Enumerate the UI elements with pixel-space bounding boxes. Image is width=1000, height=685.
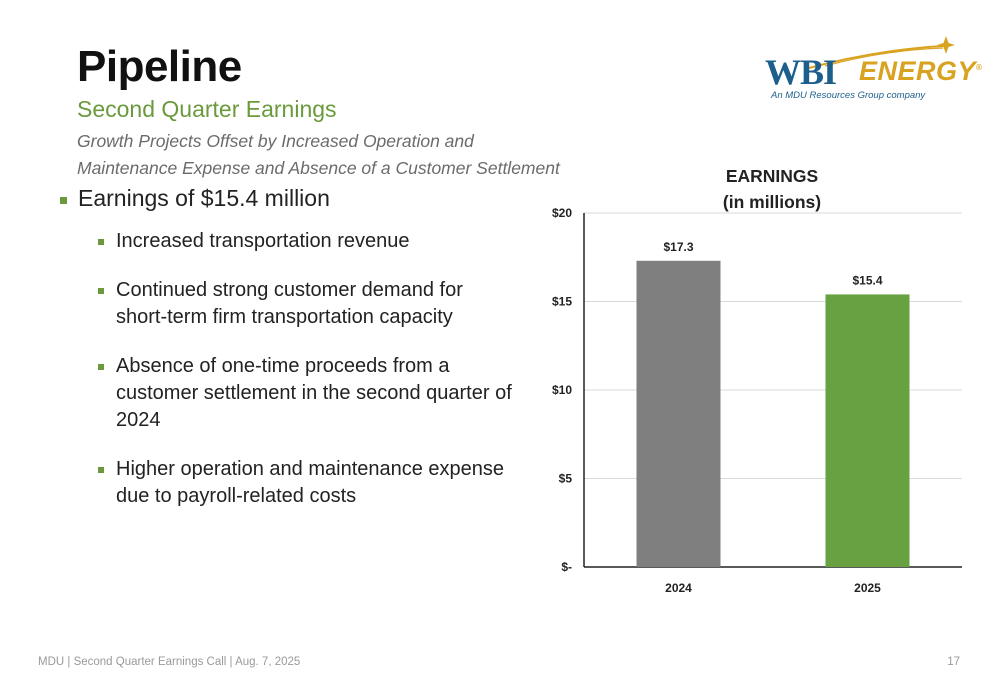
y-tick-label: $10	[552, 383, 572, 397]
sub-bullet-list: Increased transportation revenue Continu…	[98, 228, 520, 510]
sub-bullet-text: Increased transportation revenue	[116, 230, 410, 252]
tagline-line-2: Maintenance Expense and Absence of a Cus…	[77, 158, 560, 178]
x-tick-label: 2024	[665, 581, 692, 595]
page-subtitle: Second Quarter Earnings	[77, 96, 337, 122]
sub-bullet-text: due to payroll-related costs	[116, 485, 357, 507]
bar	[636, 260, 721, 567]
y-tick-label: $-	[561, 560, 572, 574]
bar-data-label: $15.4	[852, 273, 882, 287]
earnings-bar-chart: $- $5 $10 $15 $20 $17.3 2024 $15.4 2025	[552, 206, 962, 595]
logo-energy-text: ENERGY®	[859, 56, 983, 86]
bar	[825, 294, 910, 567]
bullet-square-icon	[98, 288, 104, 294]
sub-bullet-text: Absence of one-time proceeds from a	[116, 355, 450, 377]
bar-data-label: $17.3	[663, 240, 693, 254]
sub-bullet-text: Continued strong customer demand for	[116, 279, 463, 301]
bullet-square-icon	[60, 197, 67, 204]
footer-text: MDU | Second Quarter Earnings Call | Aug…	[38, 656, 301, 668]
wbi-energy-logo: WBI ENERGY® An MDU Resources Group compa…	[765, 36, 982, 106]
main-bullet-text: Earnings of $15.4 million	[78, 185, 330, 211]
chart-title-line-2: (in millions)	[722, 192, 822, 212]
bullet-square-icon	[98, 364, 104, 370]
bullet-list: Earnings of $15.4 million Increased tran…	[60, 185, 520, 532]
sub-bullet-text: short-term firm transportation capacity	[116, 306, 453, 328]
sub-bullet: Continued strong customer demand for sho…	[98, 277, 520, 331]
bullet-square-icon	[98, 239, 104, 245]
earnings-chart: $- $5 $10 $15 $20 $17.3 2024 $15.4 2025	[540, 200, 980, 610]
logo-tagline: An MDU Resources Group company	[771, 90, 926, 101]
page-tagline: Growth Projects Offset by Increased Oper…	[77, 128, 560, 182]
sub-bullet-text: Higher operation and maintenance expense	[116, 458, 505, 480]
page-number: 17	[947, 656, 960, 668]
bullet-square-icon	[98, 467, 104, 473]
logo-star-icon	[804, 36, 955, 70]
page-title: Pipeline	[77, 42, 242, 91]
sub-bullet-text: customer settlement in the second quarte…	[116, 382, 512, 404]
sub-bullet: Increased transportation revenue	[98, 228, 520, 255]
sub-bullet: Higher operation and maintenance expense…	[98, 456, 520, 510]
y-tick-label: $15	[552, 295, 572, 309]
sub-bullet: Absence of one-time proceeds from a cust…	[98, 353, 520, 434]
y-tick-label: $5	[559, 472, 573, 486]
x-tick-label: 2025	[854, 581, 881, 595]
chart-title-line-1: EARNINGS	[725, 166, 819, 186]
logo-wbi-text: WBI	[765, 52, 837, 92]
sub-bullet-text: 2024	[116, 409, 161, 431]
y-tick-label: $20	[552, 206, 572, 220]
chart-title: EARNINGS (in millions)	[672, 163, 872, 215]
main-bullet: Earnings of $15.4 million	[60, 185, 520, 212]
tagline-line-1: Growth Projects Offset by Increased Oper…	[77, 131, 474, 151]
